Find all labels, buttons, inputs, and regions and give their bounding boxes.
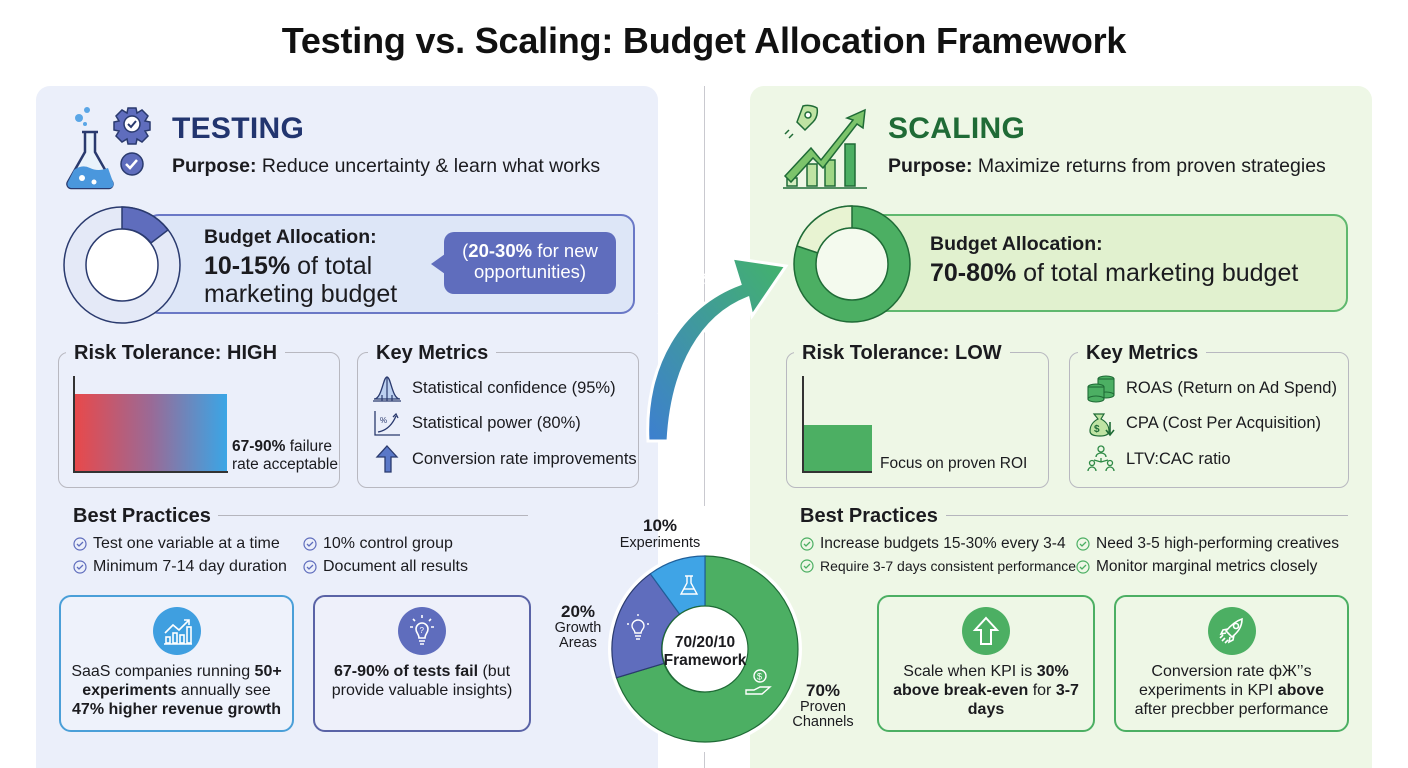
testing-best-practices-title: Best Practices bbox=[73, 505, 211, 527]
card-text: 67-90% of tests fail (but provide valuab… bbox=[331, 663, 513, 699]
scaling-purpose: Purpose: Maximize returns from proven st… bbox=[888, 155, 1326, 177]
flask-icon bbox=[679, 575, 699, 595]
check-circle-icon bbox=[73, 537, 87, 551]
bp-divider bbox=[946, 515, 1348, 516]
rocket-growth-chart-icon bbox=[775, 100, 875, 190]
curved-arrow-icon bbox=[646, 256, 789, 443]
testing-heading: TESTING bbox=[172, 112, 305, 145]
scaling-bp-item: Monitor marginal metrics closely bbox=[1076, 558, 1317, 576]
scaling-budget-box bbox=[866, 214, 1348, 312]
scaling-heading: SCALING bbox=[888, 112, 1026, 145]
scaling-bp-item: Increase budgets 15-30% every 3-4 bbox=[800, 535, 1066, 553]
testing-bp-item: Minimum 7-14 day duration bbox=[73, 558, 287, 576]
check-circle-icon bbox=[1076, 560, 1090, 574]
testing-stat-card-saas: SaaS companies running 50+ experiments a… bbox=[59, 595, 294, 732]
testing-budget-text: 10-15% of total marketing budget bbox=[204, 252, 398, 308]
testing-bp-item: Document all results bbox=[303, 558, 468, 576]
growth-chart-icon bbox=[152, 607, 201, 655]
coin-stack-icon bbox=[1087, 375, 1115, 403]
new-opportunities-callout: (20-30% for new opportunities) bbox=[444, 232, 616, 294]
testing-risk-text: 67-90% failure rate acceptable bbox=[232, 438, 338, 473]
testing-metric-item: Statistical confidence (95%) bbox=[372, 373, 616, 403]
testing-bp-item: Test one variable at a time bbox=[73, 535, 280, 553]
flask-gear-check-icon bbox=[60, 98, 160, 190]
testing-metric-item: % Statistical power (80%) bbox=[372, 408, 581, 438]
check-circle-icon bbox=[303, 560, 317, 574]
center-divider-bottom bbox=[704, 752, 705, 768]
label-proven-channels: 70% Proven Channels bbox=[792, 681, 854, 730]
testing-metrics-box bbox=[357, 352, 639, 488]
scaling-budget-donut bbox=[792, 204, 912, 324]
scaling-metrics-title: Key Metrics bbox=[1078, 342, 1207, 365]
svg-text:$: $ bbox=[1094, 424, 1100, 435]
testing-stat-card-fail: ? 67-90% of tests fail (but provide valu… bbox=[313, 595, 531, 732]
power-curve-icon: % bbox=[374, 411, 400, 436]
check-circle-icon bbox=[73, 560, 87, 574]
check-circle-icon bbox=[800, 559, 814, 573]
up-arrow-icon bbox=[375, 445, 399, 473]
label-experiments: 10% Experiments bbox=[619, 516, 701, 551]
card-text: Scale when KPI is 30% above break-even f… bbox=[893, 663, 1079, 718]
framework-donut-chart: $ bbox=[606, 550, 804, 748]
lightbulb-icon bbox=[627, 614, 649, 640]
svg-text:%: % bbox=[380, 416, 387, 425]
risk-axis-x bbox=[73, 471, 228, 473]
risk-axis-y bbox=[73, 376, 75, 472]
svg-text:$: $ bbox=[757, 672, 762, 682]
scaling-metrics-box bbox=[1069, 352, 1349, 488]
scaling-stat-card-kpi: Scale when KPI is 30% above break-even f… bbox=[877, 595, 1095, 732]
callout-pointer bbox=[431, 254, 445, 274]
risk-low-bar bbox=[804, 425, 872, 471]
card-text: SaaS companies running 50+ experiments a… bbox=[71, 663, 282, 718]
risk-high-bar bbox=[75, 394, 227, 471]
testing-budget-donut bbox=[62, 205, 182, 325]
rocket-icon bbox=[1207, 607, 1256, 655]
feeds-into-arrow bbox=[640, 236, 790, 446]
risk-axis-y bbox=[802, 376, 804, 472]
check-circle-icon bbox=[1076, 537, 1090, 551]
check-circle-icon bbox=[303, 537, 317, 551]
donut-center-label: 70/20/10 Framework bbox=[663, 634, 747, 669]
label-growth-areas: 20% Growth Areas bbox=[554, 602, 602, 651]
people-network-icon bbox=[1087, 445, 1115, 472]
testing-metrics-title: Key Metrics bbox=[368, 342, 497, 365]
testing-metric-item: Conversion rate improvements bbox=[372, 444, 637, 474]
scaling-risk-title: Risk Tolerance: LOW bbox=[794, 342, 1010, 365]
testing-purpose: Purpose: Reduce uncertainty & learn what… bbox=[172, 155, 601, 177]
check-circle-icon bbox=[800, 537, 814, 551]
scaling-metric-item: $ CPA (Cost Per Acquisition) bbox=[1086, 408, 1321, 438]
scaling-risk-text: Focus on proven ROI bbox=[880, 455, 1028, 472]
up-arrow-outline-icon bbox=[962, 607, 1010, 655]
center-divider bbox=[704, 86, 705, 506]
scaling-budget-text: 70-80% of total marketing budget bbox=[930, 259, 1299, 287]
scaling-budget-label: Budget Allocation: bbox=[930, 233, 1103, 255]
testing-budget-label: Budget Allocation: bbox=[204, 226, 377, 248]
scaling-stat-card-conversion: Conversion rate фЖ’’s experiments in KPI… bbox=[1114, 595, 1349, 732]
scaling-bp-item: Require 3-7 days consistent performance bbox=[800, 558, 1076, 574]
card-text: Conversion rate фЖ’’s experiments in KPI… bbox=[1134, 663, 1329, 718]
testing-risk-title: Risk Tolerance: HIGH bbox=[66, 342, 286, 365]
bell-curve-icon bbox=[373, 376, 401, 402]
money-bag-down-icon: $ bbox=[1089, 413, 1115, 437]
scaling-bp-item: Need 3-5 high-performing creatives bbox=[1076, 535, 1339, 553]
hand-coin-icon: $ bbox=[745, 669, 772, 695]
bp-divider bbox=[218, 515, 528, 516]
testing-bp-item: 10% control group bbox=[303, 535, 453, 553]
scaling-metric-item: ROAS (Return on Ad Spend) bbox=[1086, 373, 1337, 403]
svg-text:?: ? bbox=[420, 626, 425, 635]
scaling-metric-item: LTV:CAC ratio bbox=[1086, 444, 1231, 474]
scaling-best-practices-title: Best Practices bbox=[800, 505, 938, 527]
lightbulb-question-icon: ? bbox=[398, 607, 446, 655]
page-title: Testing vs. Scaling: Budget Allocation F… bbox=[281, 20, 1127, 61]
risk-axis-x bbox=[802, 471, 872, 473]
